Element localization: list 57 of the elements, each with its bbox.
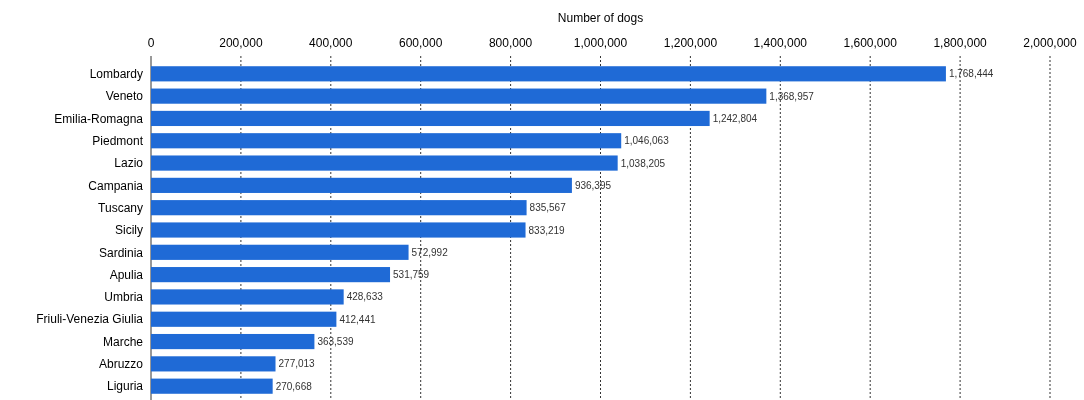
x-tick-label: 0 [147, 36, 155, 50]
bar [151, 200, 527, 216]
x-tick-label: 1,600,000 [843, 36, 898, 50]
y-tick-label: Sicily [114, 223, 143, 238]
data-label: 363,539 [317, 336, 354, 348]
data-label: 428,633 [346, 291, 384, 303]
data-label: 531,759 [393, 269, 430, 281]
data-label: 1,368,957 [769, 90, 815, 102]
y-tick-label: Umbria [104, 290, 144, 305]
bar [151, 244, 409, 260]
y-tick-label: Apulia [109, 267, 144, 282]
data-label: 277,013 [278, 358, 316, 370]
y-tick-label: Veneto [105, 89, 144, 104]
y-tick-label: Campania [88, 178, 144, 193]
x-tick-label: 1,400,000 [753, 36, 808, 50]
y-tick-label: Abruzzo [98, 357, 144, 372]
bar [151, 289, 344, 305]
y-tick-label: Lombardy [89, 67, 143, 82]
bar [151, 333, 315, 350]
bar [151, 155, 618, 171]
bar [151, 378, 273, 394]
x-axis-title: Number of dogs [557, 11, 644, 25]
data-label: 835,567 [529, 202, 567, 214]
bar [151, 66, 946, 82]
x-tick-label: 2,000,000 [1023, 36, 1078, 50]
x-tick-label: 1,200,000 [663, 36, 718, 50]
y-tick-label: Liguria [106, 379, 144, 394]
x-tick-label: 1,000,000 [573, 36, 628, 50]
data-label: 1,046,063 [624, 135, 670, 147]
bar [151, 88, 767, 104]
data-label: 833,219 [528, 224, 566, 236]
x-tick-label: 1,800,000 [933, 36, 988, 50]
y-tick-label: Marche [102, 334, 144, 349]
y-tick-label: Lazio [114, 156, 144, 171]
y-tick-label: Emilia-Romagna [54, 111, 144, 126]
data-label: 412,441 [339, 313, 376, 325]
bar [151, 222, 526, 238]
bar [151, 177, 572, 193]
data-label: 572,992 [411, 246, 449, 258]
bar [151, 356, 276, 372]
data-label: 1,242,804 [712, 112, 758, 124]
data-label: 1,038,205 [620, 157, 666, 169]
y-tick-label: Friuli-Venezia Giulia [36, 312, 144, 327]
data-label: 1,768,444 [948, 68, 994, 80]
y-tick-label: Piedmont [92, 133, 144, 148]
bar [151, 133, 622, 149]
data-label: 270,668 [275, 380, 313, 392]
x-tick-label: 800,000 [488, 36, 533, 50]
bar [151, 267, 391, 283]
x-tick-label: 200,000 [219, 36, 263, 50]
x-tick-label: 600,000 [399, 36, 443, 50]
y-tick-label: Sardinia [98, 245, 144, 260]
y-tick-label: Tuscany [98, 200, 143, 215]
data-label: 936,395 [574, 179, 612, 191]
bar [151, 311, 337, 327]
x-tick-label: 400,000 [309, 36, 353, 50]
bar [151, 110, 710, 127]
